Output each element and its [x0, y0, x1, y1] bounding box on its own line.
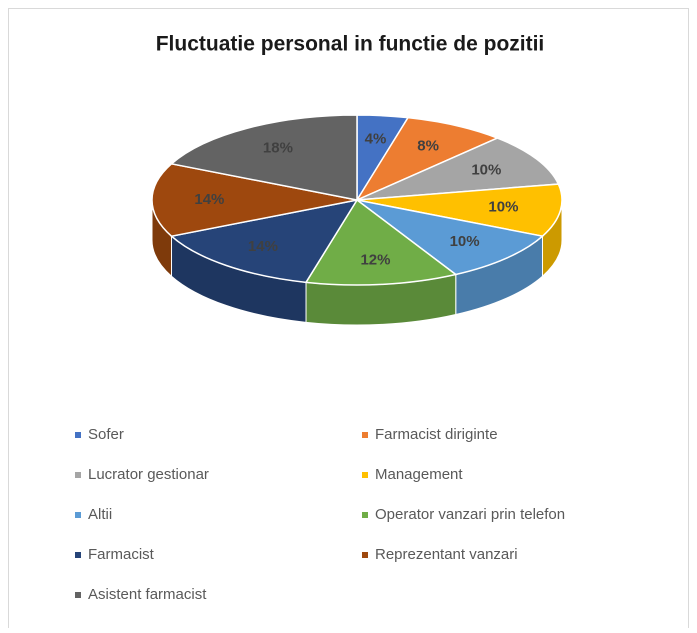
- slice: [356, 183, 563, 237]
- data-label: 10%: [488, 199, 518, 216]
- slice: [169, 198, 359, 284]
- chart-title: Fluctuatie personal in functie de poziti…: [156, 33, 545, 56]
- data-label: 18%: [263, 139, 293, 156]
- data-label: 4%: [365, 130, 387, 147]
- slice: [355, 116, 500, 202]
- legend-label: Sofer: [88, 426, 124, 443]
- legend-marker: [75, 552, 81, 558]
- slice: [151, 163, 358, 237]
- legend-marker: [362, 512, 368, 518]
- legend-label: Asistent farmacist: [88, 586, 207, 603]
- slice: [356, 137, 560, 201]
- legend-marker: [75, 512, 81, 518]
- legend-marker: [362, 472, 368, 478]
- data-label: 14%: [248, 238, 278, 255]
- legend-marker: [75, 432, 81, 438]
- legend-label: Lucrator gestionar: [88, 466, 209, 483]
- legend-label: Management: [375, 466, 463, 483]
- data-label: 10%: [471, 161, 501, 178]
- data-label: 14%: [194, 191, 224, 208]
- data-label: 10%: [450, 233, 480, 250]
- legend-marker: [75, 472, 81, 478]
- legend-marker: [362, 432, 368, 438]
- legend-label: Reprezentant vanzari: [375, 546, 518, 563]
- legend-label: Operator vanzari prin telefon: [375, 506, 565, 523]
- legend-label: Altii: [88, 506, 112, 523]
- legend-label: Farmacist diriginte: [375, 426, 498, 443]
- slice: [169, 114, 358, 201]
- slice: [304, 198, 458, 286]
- legend-label: Farmacist: [88, 546, 155, 563]
- legend-marker: [362, 552, 368, 558]
- data-label: 8%: [417, 137, 439, 154]
- legend-marker: [75, 592, 81, 598]
- data-label: 12%: [360, 252, 390, 269]
- slice: [356, 199, 545, 276]
